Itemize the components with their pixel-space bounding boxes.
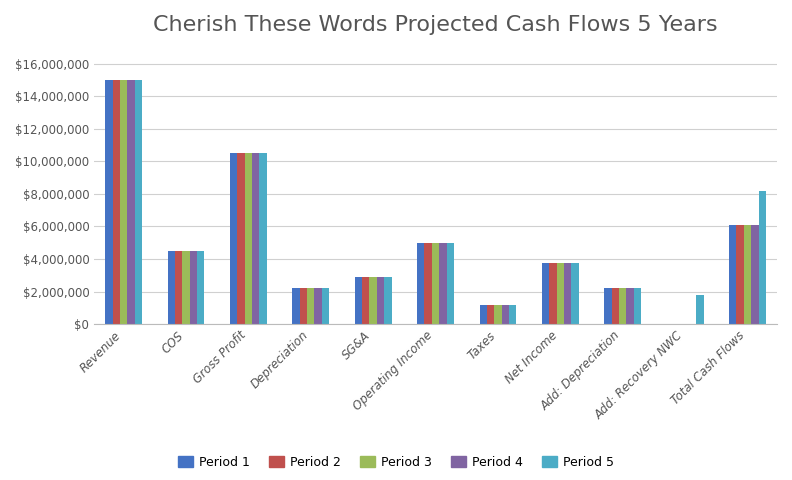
Bar <box>260 153 267 324</box>
Title: Cherish These Words Projected Cash Flows 5 Years: Cherish These Words Projected Cash Flows… <box>153 15 718 35</box>
Bar <box>440 243 447 324</box>
Bar <box>550 263 557 324</box>
Bar <box>751 225 759 324</box>
Bar <box>245 153 252 324</box>
Bar <box>307 288 314 324</box>
Bar <box>197 251 204 324</box>
Bar <box>299 288 307 324</box>
Bar <box>432 243 440 324</box>
Bar <box>355 277 362 324</box>
Bar <box>571 263 579 324</box>
Bar <box>238 153 245 324</box>
Bar <box>611 288 619 324</box>
Bar <box>759 191 766 324</box>
Bar <box>175 251 182 324</box>
Bar <box>417 243 425 324</box>
Bar <box>112 80 120 324</box>
Bar <box>696 295 703 324</box>
Bar <box>564 263 571 324</box>
Bar <box>377 277 384 324</box>
Bar <box>128 80 135 324</box>
Bar <box>168 251 175 324</box>
Bar <box>447 243 454 324</box>
Bar <box>634 288 642 324</box>
Bar <box>189 251 197 324</box>
Bar <box>362 277 370 324</box>
Legend: Period 1, Period 2, Period 3, Period 4, Period 5: Period 1, Period 2, Period 3, Period 4, … <box>173 451 619 474</box>
Bar <box>501 304 509 324</box>
Bar <box>626 288 634 324</box>
Bar <box>105 80 112 324</box>
Bar <box>542 263 550 324</box>
Bar <box>182 251 189 324</box>
Bar <box>604 288 611 324</box>
Bar <box>384 277 391 324</box>
Bar <box>509 304 516 324</box>
Bar <box>744 225 751 324</box>
Bar <box>135 80 142 324</box>
Bar <box>120 80 128 324</box>
Bar <box>252 153 260 324</box>
Bar <box>729 225 737 324</box>
Bar <box>494 304 501 324</box>
Bar <box>425 243 432 324</box>
Bar <box>737 225 744 324</box>
Bar <box>230 153 238 324</box>
Bar <box>487 304 494 324</box>
Bar <box>314 288 322 324</box>
Bar <box>619 288 626 324</box>
Bar <box>370 277 377 324</box>
Bar <box>479 304 487 324</box>
Bar <box>557 263 564 324</box>
Bar <box>322 288 329 324</box>
Bar <box>292 288 299 324</box>
